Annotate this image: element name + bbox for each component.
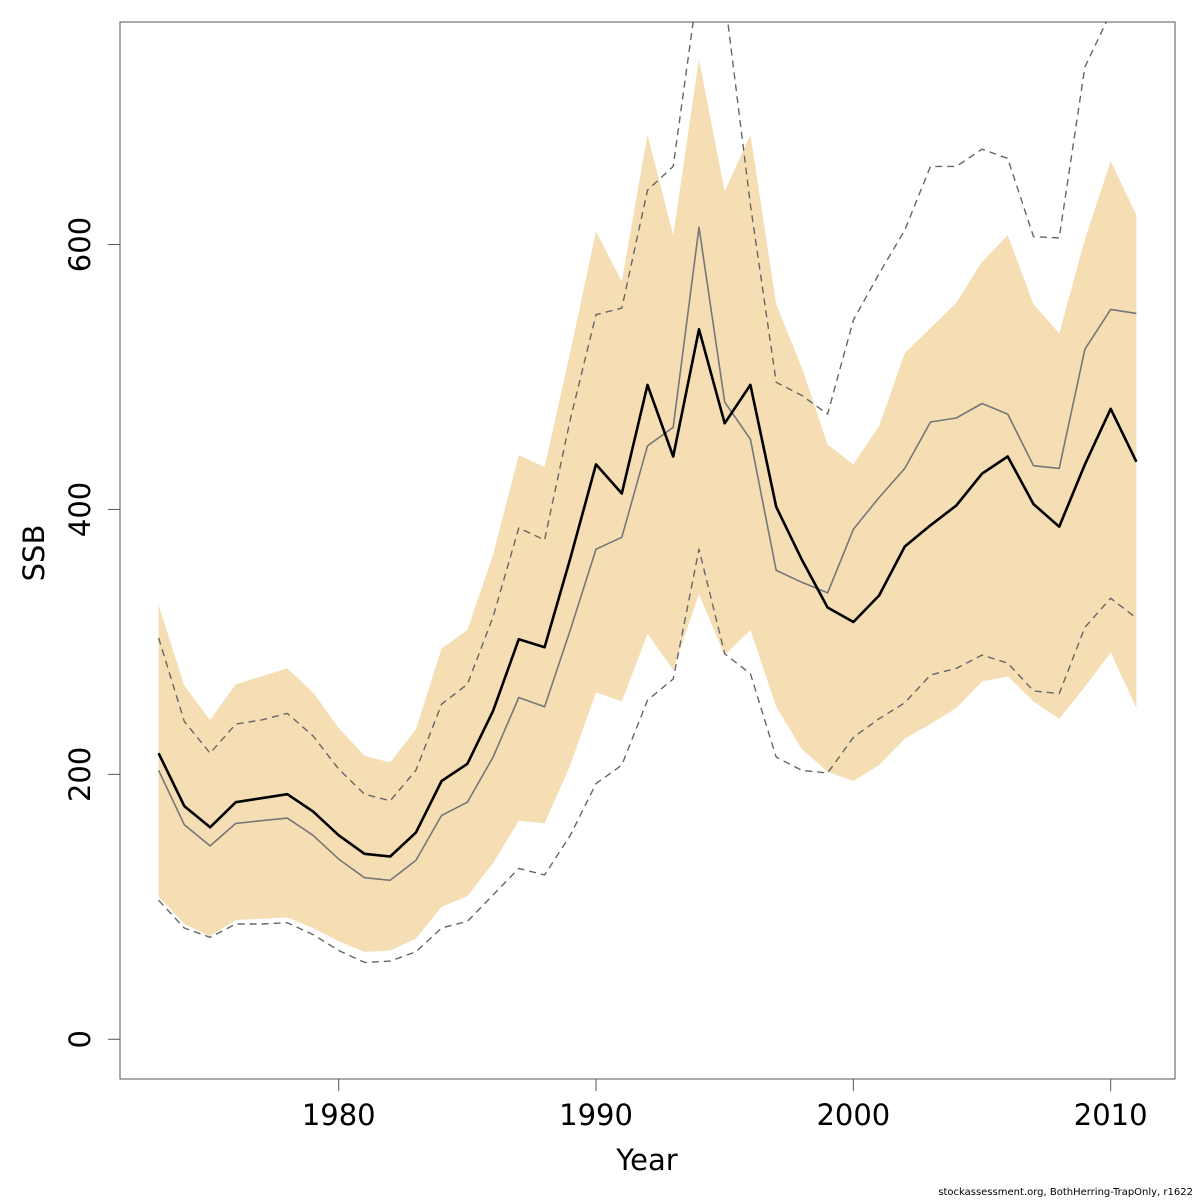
x-tick-label: 1990: [559, 1098, 633, 1132]
x-tick-label: 2000: [816, 1098, 890, 1132]
y-tick-label: 600: [63, 217, 97, 272]
alternative-lower-dashed-line: [158, 548, 1137, 964]
ssb-estimate-line: [157, 327, 1138, 858]
footer-credit: stockassessment.org, BothHerring-TrapOnl…: [938, 1187, 1193, 1198]
alternative-upper-dashed-line: [157, 22, 1108, 802]
y-tick-label: 200: [63, 747, 97, 802]
y-tick-label: 0: [63, 1030, 97, 1048]
confidence-band: [158, 59, 1137, 952]
x-tick-label: 1980: [302, 1098, 376, 1132]
y-axis-title: SSB: [17, 525, 51, 582]
plot-frame: [119, 21, 1176, 1080]
x-tick-label: 2010: [1074, 1098, 1148, 1132]
alternative-estimate-line: [157, 226, 1137, 882]
x-axis-title: Year: [615, 1143, 677, 1177]
y-tick-label: 400: [63, 482, 97, 537]
